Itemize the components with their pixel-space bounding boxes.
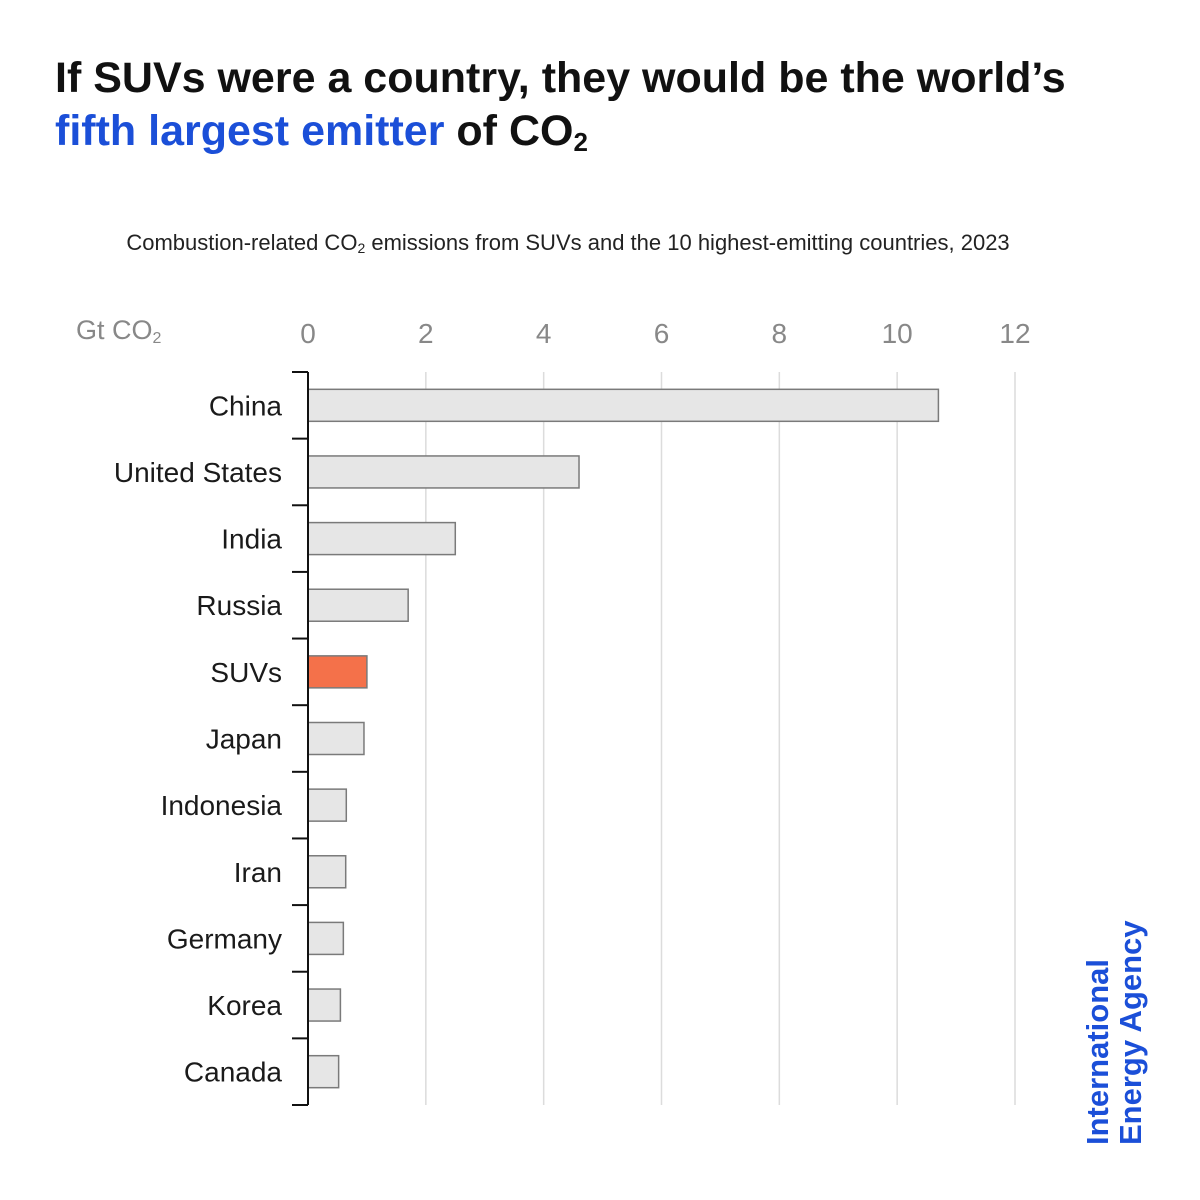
y-axis — [292, 371, 309, 1106]
bar-germany — [307, 921, 345, 956]
brand-line1: International — [1080, 958, 1115, 1145]
bar-korea — [307, 988, 342, 1022]
brand-line2: Energy Agency — [1113, 920, 1148, 1145]
iea-logo: International Energy Agency — [1080, 905, 1148, 1145]
x-tick-labels: 0 2 4 6 8 10 12 — [300, 318, 1030, 349]
bar-united-states — [307, 455, 580, 489]
bar-indonesia — [307, 788, 348, 822]
subtitle-part1: Combustion-related CO — [126, 230, 358, 255]
chart-headline: If SUVs were a country, they would be th… — [55, 52, 1155, 158]
x-tick-label-2: 2 — [418, 318, 434, 349]
category-labels: China United States India Russia SUVs Japan In… — [114, 390, 283, 1087]
headline-part2: of CO — [444, 107, 574, 155]
grid-lines — [425, 372, 1016, 1105]
x-tick-label-12: 12 — [999, 318, 1030, 349]
headline-part1: If SUVs were a country, they would be th… — [55, 54, 1066, 102]
chart-subtitle: Combustion-related CO2 emissions from SU… — [100, 228, 1036, 257]
bar-india — [307, 521, 457, 556]
bar-iran — [307, 855, 347, 889]
category-label-canada: Canada — [184, 1057, 283, 1088]
category-label-iran: Iran — [234, 857, 282, 888]
bars — [307, 388, 940, 1089]
axis-unit-label: Gt CO2 — [76, 315, 162, 347]
bar-suvs — [307, 655, 368, 689]
unit-subscript: 2 — [152, 330, 162, 347]
category-label-china: China — [209, 390, 283, 421]
subtitle-subscript: 2 — [357, 240, 366, 256]
unit-base: Gt CO — [76, 315, 153, 345]
bar-russia — [307, 588, 409, 622]
category-label-japan: Japan — [206, 724, 282, 755]
x-tick-label-0: 0 — [300, 318, 316, 349]
category-label-russia: Russia — [196, 590, 282, 621]
x-tick-label-6: 6 — [654, 318, 670, 349]
headline-subscript: 2 — [573, 127, 588, 157]
category-label-india: India — [221, 524, 282, 555]
bar-canada — [307, 1054, 340, 1089]
x-tick-label-8: 8 — [772, 318, 788, 349]
x-tick-label-10: 10 — [882, 318, 913, 349]
category-label-united-states: United States — [114, 457, 282, 488]
category-label-suvs: SUVs — [210, 657, 282, 688]
category-label-indonesia: Indonesia — [161, 790, 283, 821]
x-tick-label-4: 4 — [536, 318, 552, 349]
headline-highlight: fifth largest emitter — [55, 107, 445, 155]
bar-china — [307, 388, 940, 423]
category-label-germany: Germany — [167, 923, 282, 954]
subtitle-part2: emissions from SUVs and the 10 highest-e… — [365, 230, 1010, 255]
category-label-korea: Korea — [207, 990, 282, 1021]
bar-japan — [307, 721, 365, 756]
